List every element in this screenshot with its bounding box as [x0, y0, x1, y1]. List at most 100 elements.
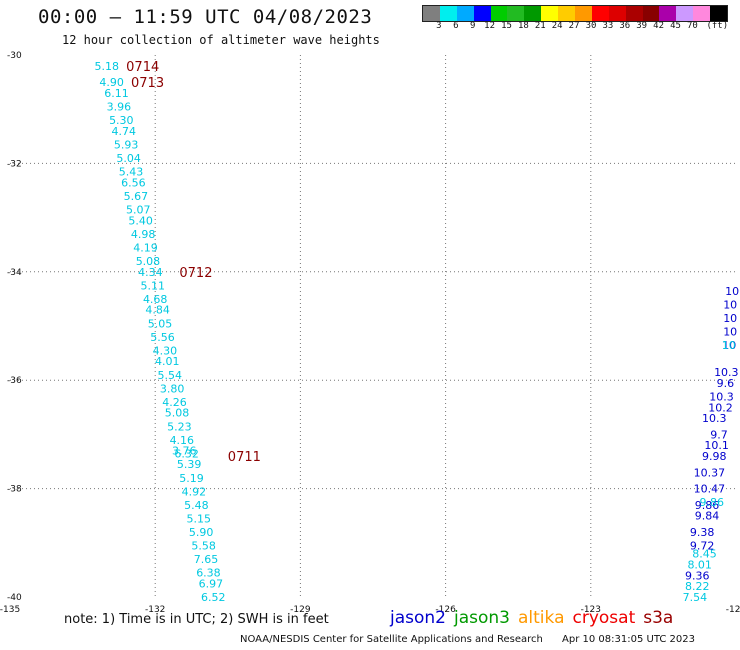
satellite-legend: jason2 jason3 altika cryosat s3a: [390, 608, 681, 628]
x-tick-label: -132: [145, 605, 165, 615]
x-tick-label: -126: [435, 605, 456, 615]
y-tick-label: -30: [7, 51, 22, 61]
wave-height-label: 8.45: [692, 548, 717, 561]
wave-height-label: 3.96: [107, 100, 132, 113]
color-swatch: [473, 6, 491, 21]
wave-height-label: 5.40: [128, 214, 153, 227]
wave-height-label: 6.11: [104, 87, 129, 100]
color-scale-labels: 3 6 9 12 15 18 21 24 27 30 33 36 39 42 45 70 (ft): [422, 21, 740, 33]
color-swatch: [558, 6, 576, 21]
wave-height-label: 4.92: [182, 485, 207, 498]
wave-height-label: 5.08: [136, 255, 161, 268]
wave-height-label: 4.74: [111, 125, 136, 138]
color-scale-tick-label: 30: [585, 21, 597, 31]
page-title: 00:00 – 11:59 UTC 04/08/2023: [38, 6, 373, 28]
wave-height-label: 5.30: [109, 114, 134, 127]
color-scale-tick-label: 18: [517, 21, 529, 31]
x-tick-label: -129: [290, 605, 311, 615]
wave-height-label: 10.47: [694, 483, 726, 496]
wave-height-label: 5.54: [157, 369, 182, 382]
wave-height-label: 6.52: [201, 591, 226, 604]
legend-entry-jason3: jason3: [454, 608, 510, 628]
wave-height-label: 10: [723, 325, 737, 338]
color-swatch: [710, 6, 728, 21]
wave-height-label: 6.38: [196, 567, 221, 580]
wave-height-label: 9.86: [700, 496, 725, 509]
wave-height-label: 5.67: [124, 190, 149, 203]
footer-agency: NOAA/NESDIS Center for Satellite Applica…: [240, 634, 543, 645]
wave-height-label: 4.98: [131, 228, 156, 241]
y-tick-label: -32: [7, 159, 22, 169]
footer: NOAA/NESDIS Center for Satellite Applica…: [240, 634, 695, 645]
wave-height-label: 5.58: [191, 540, 216, 553]
color-scale-tick-label: 70: [686, 21, 698, 31]
color-swatch: [693, 6, 711, 21]
wave-height-label: 9.38: [690, 526, 715, 539]
x-tick-label: -120: [726, 605, 740, 615]
wave-height-label: 5.43: [119, 166, 144, 179]
wave-height-label: 9.36: [685, 569, 710, 582]
color-swatch: [524, 6, 542, 21]
wave-height-label: 4.84: [145, 304, 170, 317]
color-scale-tick-label: 3: [436, 21, 442, 31]
color-scale-tick-label: 6: [453, 21, 459, 31]
wave-height-label: 5.04: [116, 152, 141, 165]
wave-height-label: 8.01: [687, 558, 712, 571]
wave-height-label: 4.90: [99, 76, 124, 89]
color-swatch: [456, 6, 474, 21]
color-scale-tick-label: 45: [670, 21, 681, 31]
wave-height-label: 4.26: [162, 396, 187, 409]
wave-height-label: 4.16: [170, 434, 195, 447]
wave-height-label: 3.80: [160, 382, 185, 395]
wave-height-label: 10.3: [702, 412, 727, 425]
time-label: 0713: [131, 76, 164, 91]
wave-height-label: 10.1: [704, 439, 729, 452]
color-swatch: [642, 6, 660, 21]
time-label: 0711: [228, 450, 261, 465]
wave-height-label: 10.3: [709, 390, 734, 403]
wave-height-label: 7.65: [194, 553, 219, 566]
wave-height-label: 5.15: [187, 512, 212, 525]
color-swatch: [507, 6, 525, 21]
color-scale-tick-label: (ft): [706, 21, 729, 31]
wave-height-label: 5.93: [114, 138, 139, 151]
color-scale-bar: [422, 5, 729, 22]
y-tick-label: -40: [7, 593, 22, 603]
wave-height-label: 5.48: [184, 499, 209, 512]
color-scale-tick-label: 21: [534, 21, 546, 31]
wave-height-label: 10.37: [694, 466, 726, 479]
wave-height-label: 4.30: [153, 344, 178, 357]
color-scale-tick-label: 42: [653, 21, 665, 31]
wave-height-label: 5.18: [95, 60, 120, 73]
footer-timestamp: Apr 10 08:31:05 UTC 2023: [562, 634, 695, 645]
color-scale-tick-label: 27: [568, 21, 580, 31]
color-swatch: [439, 6, 457, 21]
wave-height-label: 6.56: [121, 176, 146, 189]
legend-entry-cryosat: cryosat: [572, 608, 636, 628]
wave-height-label: 6.97: [199, 577, 224, 590]
y-tick-label: -34: [7, 268, 22, 278]
wave-height-label: 4.01: [155, 355, 180, 368]
wave-height-label: 10: [722, 339, 736, 352]
time-label: 0712: [179, 266, 212, 281]
color-swatch: [659, 6, 677, 21]
wave-height-label: 9.84: [695, 510, 720, 523]
wave-height-label: 9.7: [710, 428, 728, 441]
color-scale-tick-label: 12: [484, 21, 496, 31]
wave-height-label: 4.68: [143, 293, 168, 306]
color-swatch: [591, 6, 609, 21]
wave-height-label: 6.32: [174, 447, 199, 460]
color-swatch: [490, 6, 508, 21]
wave-height-label: 5.56: [150, 331, 175, 344]
wave-height-label: 5.19: [179, 472, 204, 485]
color-swatch: [423, 6, 440, 21]
color-swatch: [541, 6, 559, 21]
color-scale-tick-label: 33: [602, 21, 614, 31]
color-swatch: [625, 6, 643, 21]
wave-height-label: 4.34: [138, 266, 163, 279]
wave-height-label: 9.6: [717, 377, 735, 390]
color-scale-tick-label: 39: [636, 21, 648, 31]
wave-height-label: 5.07: [126, 203, 151, 216]
color-swatch: [608, 6, 626, 21]
wave-height-label: 5.11: [141, 279, 166, 292]
